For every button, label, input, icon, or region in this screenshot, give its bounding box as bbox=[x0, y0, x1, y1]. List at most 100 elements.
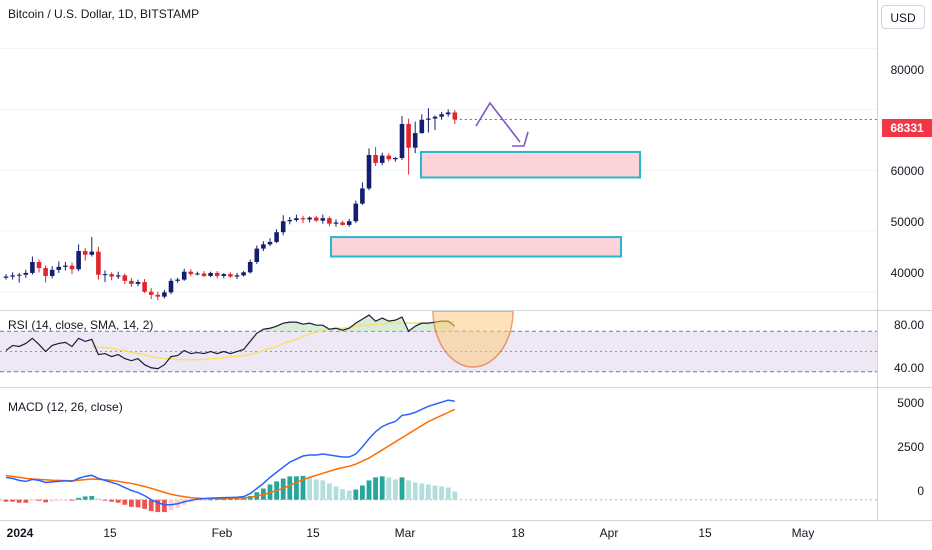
time-axis-label: 18 bbox=[511, 526, 525, 540]
candle-body bbox=[419, 119, 425, 134]
macd-histogram-bar bbox=[287, 476, 293, 500]
macd-histogram-bar bbox=[399, 477, 405, 500]
time-axis-label: 15 bbox=[698, 526, 712, 540]
macd-histogram-bar bbox=[406, 480, 411, 500]
candle-body bbox=[399, 124, 405, 159]
macd-histogram-bar bbox=[412, 482, 418, 500]
macd-pane[interactable] bbox=[0, 399, 877, 513]
candle-body bbox=[30, 261, 35, 273]
rsi-highlight-circle bbox=[432, 310, 514, 368]
macd-histogram-bar bbox=[208, 499, 213, 501]
candle-body bbox=[274, 232, 279, 242]
rsi-axis-label: 80.00 bbox=[893, 318, 924, 332]
time-axis-border bbox=[0, 520, 932, 521]
macd-histogram-bar bbox=[122, 499, 128, 505]
price-axis-label: 50000 bbox=[890, 215, 924, 229]
candle-body bbox=[43, 268, 48, 276]
macd-histogram-bar bbox=[340, 489, 345, 500]
candle-body bbox=[234, 275, 240, 277]
macd-axis-label: 2500 bbox=[897, 440, 924, 454]
price-pane[interactable] bbox=[0, 48, 877, 301]
macd-axis-label: 0 bbox=[917, 484, 924, 498]
macd-histogram-bar bbox=[327, 483, 332, 500]
macd-histogram-bar bbox=[135, 499, 141, 508]
macd-histogram-bar bbox=[115, 499, 121, 503]
candle-body bbox=[445, 112, 451, 115]
macd-histogram-bar bbox=[234, 498, 240, 500]
macd-histogram-bar bbox=[419, 483, 425, 500]
macd-histogram-bar bbox=[43, 499, 48, 503]
time-axis-label: Mar bbox=[394, 526, 416, 540]
time-axis-label: 15 bbox=[103, 526, 117, 540]
macd-histogram-bar bbox=[10, 499, 15, 502]
macd-line bbox=[5, 399, 455, 506]
macd-histogram-bar bbox=[439, 486, 444, 500]
macd-signal-line bbox=[5, 408, 456, 500]
macd-histogram-bar bbox=[69, 499, 75, 501]
candle-body bbox=[287, 220, 293, 222]
symbol-title[interactable]: Bitcoin / U.S. Dollar, 1D, BITSTAMP bbox=[8, 7, 200, 21]
macd-histogram-bar bbox=[89, 496, 95, 500]
drawing-annotations[interactable] bbox=[432, 101, 529, 368]
candle-body bbox=[188, 271, 194, 275]
currency-button[interactable]: USD bbox=[881, 5, 925, 29]
candle-body bbox=[452, 112, 458, 120]
candle-body bbox=[313, 217, 319, 221]
macd-histogram-bar bbox=[353, 489, 359, 500]
candle-body bbox=[102, 274, 108, 276]
candle-body bbox=[340, 222, 345, 225]
macd-histogram-bar bbox=[313, 479, 319, 500]
candle-body bbox=[320, 218, 326, 221]
macd-histogram-bar bbox=[3, 499, 9, 502]
macd-histogram-bar bbox=[63, 499, 68, 501]
candle-body bbox=[307, 217, 312, 220]
candle-body bbox=[214, 272, 220, 276]
candle-body bbox=[426, 118, 431, 120]
macd-title[interactable]: MACD (12, 26, close) bbox=[8, 400, 123, 414]
macd-histogram-bar bbox=[36, 499, 42, 501]
candle-body bbox=[406, 124, 411, 148]
macd-histogram-bar bbox=[228, 498, 233, 500]
macd-histogram-bar bbox=[142, 499, 147, 509]
last-price-label: 68331 bbox=[882, 119, 932, 137]
pane-divider-macd[interactable] bbox=[0, 387, 932, 388]
pane-divider-rsi[interactable] bbox=[0, 310, 932, 311]
candle-body bbox=[373, 155, 378, 163]
candle-body bbox=[135, 282, 141, 284]
price-axis-label: 40000 bbox=[890, 266, 924, 280]
time-axis-label: May bbox=[791, 526, 815, 540]
candle-body bbox=[96, 251, 101, 275]
candle-body bbox=[221, 274, 227, 276]
macd-histogram-bar bbox=[214, 499, 220, 501]
candle-body bbox=[386, 155, 392, 160]
macd-histogram-bar bbox=[201, 499, 207, 501]
macd-histogram-bar bbox=[393, 479, 398, 500]
candle-body bbox=[16, 274, 22, 276]
macd-histogram-bar bbox=[307, 477, 312, 500]
candle-body bbox=[168, 280, 174, 293]
macd-histogram-bar bbox=[294, 476, 299, 500]
macd-histogram-bar bbox=[102, 499, 108, 501]
candle-body bbox=[327, 218, 332, 224]
candle-body bbox=[109, 274, 114, 277]
macd-histogram-bar bbox=[241, 498, 246, 500]
macd-histogram-bar bbox=[333, 486, 339, 500]
rsi-line bbox=[5, 314, 456, 370]
time-axis-label: 15 bbox=[306, 526, 320, 540]
candle-body bbox=[333, 222, 339, 224]
candle-body bbox=[393, 158, 398, 160]
candle-body bbox=[49, 269, 55, 276]
macd-histogram-bar bbox=[300, 475, 306, 500]
macd-histogram-bar bbox=[320, 480, 326, 500]
macd-histogram-bar bbox=[373, 477, 378, 500]
rsi-title[interactable]: RSI (14, close, SMA, 14, 2) bbox=[8, 318, 154, 332]
price-axis-label: 80000 bbox=[890, 63, 924, 77]
macd-histogram-bar bbox=[445, 487, 451, 500]
candle-body bbox=[3, 276, 9, 278]
candle-body bbox=[175, 279, 180, 281]
macd-histogram-bar bbox=[452, 491, 458, 500]
candle-body bbox=[195, 273, 200, 275]
macd-histogram-bar bbox=[82, 496, 88, 500]
